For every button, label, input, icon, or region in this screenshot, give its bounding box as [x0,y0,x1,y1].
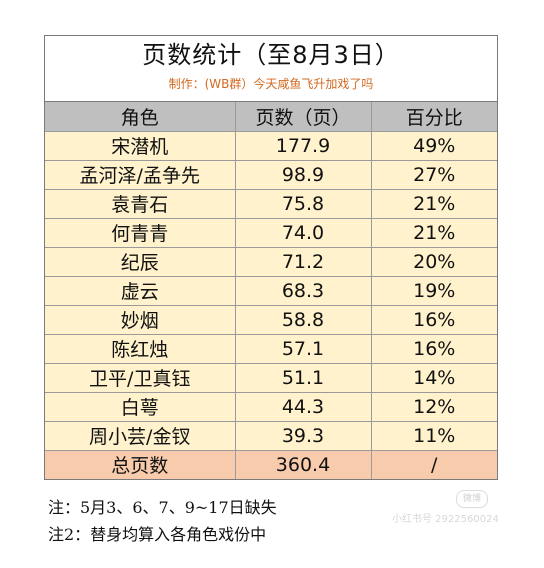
cell-percent: 12% [370,391,497,422]
cell-percent: 16% [370,304,497,335]
stats-table: 角色 页数（页） 百分比 宋潜机 177.9 49% 孟河泽/孟争先 98.9 27% 袁青… [45,102,497,479]
total-row: 总页数 360.4 / [45,449,497,479]
cell-pages: 51.1 [234,362,372,393]
column-header-percent: 百分比 [370,102,497,132]
cell-percent: 19% [370,275,497,306]
cell-percent: 20% [370,246,497,277]
cell-pages: 57.1 [234,333,372,364]
cell-pages: 98.9 [234,159,372,190]
watermark-badge: 微博 [456,490,488,508]
table-row: 何青青 74.0 21% [45,217,497,248]
title-block: 页数统计（至8月3日） 制作：(WB群）今天咸鱼飞升加戏了吗 [45,36,497,102]
table-row: 妙烟 58.8 16% [45,304,497,335]
cell-pages: 58.8 [234,304,372,335]
page-title: 页数统计（至8月3日） [142,41,400,69]
cell-pages: 39.3 [234,420,372,451]
column-header-pages: 页数（页） [234,102,372,132]
cell-percent: 49% [370,130,497,161]
cell-percent: 27% [370,159,497,190]
total-pages: 360.4 [234,449,372,479]
table-row: 纪辰 71.2 20% [45,246,497,277]
table-row: 宋潜机 177.9 49% [45,130,497,161]
watermark-text: 小红书号 2922560024 [392,514,499,525]
cell-role: 虚云 [45,275,236,306]
cell-role: 何青青 [45,217,236,248]
cell-role: 周小芸/金钗 [45,420,236,451]
cell-pages: 75.8 [234,188,372,219]
table-row: 虚云 68.3 19% [45,275,497,306]
header-row: 角色 页数（页） 百分比 [45,102,497,132]
total-label: 总页数 [45,449,236,479]
cell-role: 袁青石 [45,188,236,219]
cell-percent: 14% [370,362,497,393]
cell-pages: 177.9 [234,130,372,161]
table-row: 孟河泽/孟争先 98.9 27% [45,159,497,190]
cell-pages: 74.0 [234,217,372,248]
column-header-role: 角色 [45,102,236,132]
cell-percent: 21% [370,217,497,248]
note-1: 注：5月3、6、7、9~17日缺失 [48,498,277,517]
total-percent: / [370,449,497,479]
cell-role: 陈红烛 [45,333,236,364]
cell-role: 妙烟 [45,304,236,335]
cell-role: 卫平/卫真钰 [45,362,236,393]
subtitle: 制作：(WB群）今天咸鱼飞升加戏了吗 [168,77,374,91]
stats-sheet: 页数统计（至8月3日） 制作：(WB群）今天咸鱼飞升加戏了吗 角色 页数（页） … [44,35,498,480]
cell-percent: 11% [370,420,497,451]
cell-percent: 16% [370,333,497,364]
cell-role: 白萼 [45,391,236,422]
cell-pages: 71.2 [234,246,372,277]
note-2: 注2：替身均算入各角色戏份中 [48,525,267,544]
table-row: 陈红烛 57.1 16% [45,333,497,364]
cell-role: 孟河泽/孟争先 [45,159,236,190]
table-row: 袁青石 75.8 21% [45,188,497,219]
cell-role: 宋潜机 [45,130,236,161]
cell-role: 纪辰 [45,246,236,277]
table-row: 卫平/卫真钰 51.1 14% [45,362,497,393]
cell-pages: 68.3 [234,275,372,306]
cell-percent: 21% [370,188,497,219]
table-row: 白萼 44.3 12% [45,391,497,422]
cell-pages: 44.3 [234,391,372,422]
table-row: 周小芸/金钗 39.3 11% [45,420,497,451]
notes: 注：5月3、6、7、9~17日缺失 注2：替身均算入各角色戏份中 [48,494,277,548]
